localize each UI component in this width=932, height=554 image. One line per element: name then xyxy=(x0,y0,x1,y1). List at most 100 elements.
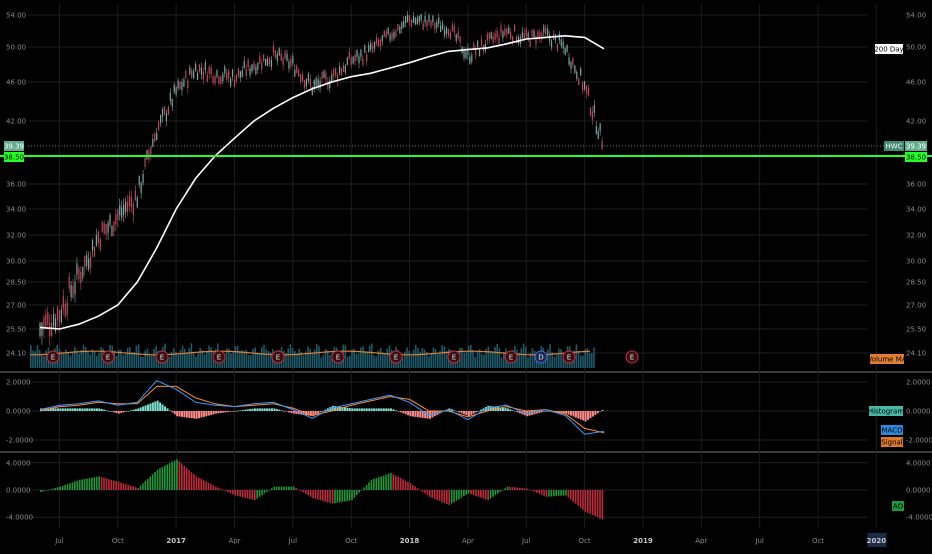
volume-bar xyxy=(441,345,443,368)
candle-body xyxy=(204,62,206,70)
candle-body xyxy=(111,225,113,237)
volume-bar xyxy=(346,356,349,368)
candle-body xyxy=(130,197,133,208)
volume-bar xyxy=(520,348,523,368)
ao-right-tick: 0.0000 xyxy=(906,487,931,495)
volume-bar xyxy=(265,349,267,368)
macd-histogram-bar xyxy=(463,411,466,415)
ao-bar xyxy=(210,484,212,490)
macd-histogram-bar xyxy=(314,411,317,415)
candle-body xyxy=(198,64,201,72)
candle-body xyxy=(578,77,580,86)
candle-body xyxy=(562,41,564,49)
volume-bar xyxy=(267,350,270,368)
left-price-tick: 42.00 xyxy=(6,118,26,126)
candle-body xyxy=(195,64,197,72)
macd-histogram-bar xyxy=(601,410,604,411)
ao-bar xyxy=(482,490,485,499)
ao-bar xyxy=(353,490,356,498)
candle-body xyxy=(272,46,274,53)
macd-histogram-bar xyxy=(163,406,166,411)
volume-bar xyxy=(362,346,364,368)
volume-bar xyxy=(287,348,289,368)
macd-histogram-bar xyxy=(295,411,298,414)
volume-bar xyxy=(34,351,36,368)
candle-body xyxy=(124,201,127,212)
macd-histogram-bar xyxy=(127,411,130,412)
candle-body xyxy=(410,19,413,27)
candle-body xyxy=(54,318,57,332)
candle-body xyxy=(268,57,271,65)
ao-bar xyxy=(205,481,207,490)
volume-bar xyxy=(386,348,388,368)
ao-bar xyxy=(484,490,487,500)
candle-body xyxy=(445,27,448,34)
macd-histogram-bar xyxy=(577,411,580,419)
candle-body xyxy=(395,30,397,37)
candle-body xyxy=(366,54,368,62)
volume-bar xyxy=(192,353,195,368)
macd-histogram-bar xyxy=(360,408,363,411)
volume-bar xyxy=(225,348,228,368)
ao-bar xyxy=(229,490,232,494)
volume-bar xyxy=(492,352,494,368)
candle-body xyxy=(206,74,208,82)
ao-bar xyxy=(256,490,258,499)
volume-bar xyxy=(551,352,553,368)
macd-histogram-bar xyxy=(144,405,147,411)
ao-bar xyxy=(572,490,575,502)
ao-bar xyxy=(599,490,601,519)
ao-bar xyxy=(241,490,244,498)
volume-bar xyxy=(476,350,479,368)
candle-body xyxy=(161,109,164,117)
candle-body xyxy=(502,31,504,38)
ao-bar xyxy=(477,490,480,497)
volume-bar xyxy=(351,349,353,368)
candle-body xyxy=(593,105,595,113)
macd-histogram-bar xyxy=(134,409,137,411)
candle-body xyxy=(89,256,92,268)
macd-histogram-bar xyxy=(543,411,546,412)
volume-bar xyxy=(318,346,320,368)
candle-body xyxy=(459,36,461,43)
macd-histogram-bar xyxy=(146,404,149,411)
candle-body xyxy=(478,49,481,57)
ao-bar xyxy=(574,490,577,504)
macd-histogram-bar xyxy=(414,411,417,417)
volume-bar xyxy=(294,350,296,368)
volume-bar xyxy=(533,350,536,368)
earnings-marker xyxy=(212,350,226,364)
macd-histogram-bar xyxy=(76,408,79,411)
candle-body xyxy=(558,33,560,41)
candle-body xyxy=(142,174,144,184)
macd-histogram-bar xyxy=(560,411,563,413)
candle-body xyxy=(202,71,204,79)
ao-bar xyxy=(78,479,81,490)
candle-body xyxy=(389,34,391,41)
ao-bar xyxy=(74,481,76,490)
volume-bar xyxy=(120,349,122,368)
ao-bar xyxy=(307,490,310,496)
candle-body xyxy=(387,27,389,35)
candle-body xyxy=(373,41,376,49)
ao-bar xyxy=(47,490,49,491)
ao-bar xyxy=(202,480,205,490)
volume-bar xyxy=(558,348,560,368)
candle-body xyxy=(74,281,76,294)
candle-body xyxy=(469,56,471,64)
volume-bar xyxy=(135,345,138,368)
ao-bar xyxy=(368,482,370,490)
candle-body xyxy=(88,258,90,270)
volume-bar xyxy=(307,346,309,368)
macd-histogram-bar xyxy=(253,408,256,411)
macd-histogram-bar xyxy=(234,411,237,412)
ao-bar xyxy=(509,486,511,490)
ao-legend: AO xyxy=(893,503,904,511)
candle-body xyxy=(556,43,558,51)
macd-histogram-bar xyxy=(480,409,483,411)
candle-body xyxy=(91,239,94,251)
volume-bar xyxy=(483,354,485,368)
ao-bar xyxy=(594,490,596,517)
